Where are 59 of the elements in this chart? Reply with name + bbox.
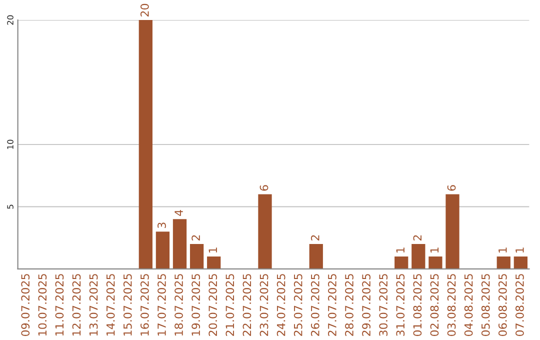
data-label: 3: [158, 222, 166, 228]
bar: [190, 244, 204, 269]
x-tick-label: 18.07.2025: [174, 274, 183, 336]
x-tick-label: 24.07.2025: [276, 274, 286, 336]
y-tick-label: 10: [7, 140, 14, 149]
x-tick-label: 09.07.2025: [21, 274, 30, 336]
x-tick-label: 29.07.2025: [362, 274, 370, 336]
data-label: 1: [516, 248, 524, 252]
bar: [428, 256, 442, 269]
bar: [394, 256, 408, 269]
bar: [258, 194, 272, 269]
bar: [496, 256, 510, 269]
x-tick-label: 25.07.2025: [294, 274, 302, 336]
data-label: 1: [430, 248, 439, 252]
x-tick-label: 03.08.2025: [447, 274, 456, 336]
data-label: 1: [396, 248, 404, 252]
x-tick-label: 20.07.2025: [208, 274, 218, 336]
bar: [207, 256, 221, 269]
x-tick-label: 16.07.2025: [140, 274, 149, 336]
x-tick-label: 27.07.2025: [328, 274, 336, 336]
x-tick-label: 22.07.2025: [242, 274, 252, 336]
data-label: 2: [310, 235, 320, 240]
x-tick-label: 07.08.2025: [515, 274, 524, 336]
x-tick-label: 06.08.2025: [498, 274, 507, 336]
x-tick-label: 26.07.2025: [310, 274, 320, 336]
bar: [412, 244, 426, 269]
x-tick-label: 19.07.2025: [192, 274, 200, 336]
y-tick-label: 20: [7, 15, 14, 25]
x-tick-label: 28.07.2025: [345, 274, 354, 336]
x-tick-label: 10.07.2025: [38, 274, 47, 336]
x-tick-label: 11.07.2025: [55, 274, 64, 336]
data-label: 4: [174, 210, 183, 216]
x-tick-label: 31.07.2025: [396, 274, 405, 336]
x-tick-label: 15.07.2025: [123, 274, 132, 336]
x-tick-label: 23.07.2025: [260, 274, 268, 336]
x-tick-label: 05.08.2025: [481, 274, 490, 336]
data-label: 6: [260, 185, 268, 191]
x-tick-label: 21.07.2025: [226, 274, 234, 336]
bar: [514, 256, 528, 269]
data-label: 2: [413, 235, 422, 240]
bar: [156, 232, 170, 269]
data-label: 20: [140, 4, 149, 16]
x-tick-label: 01.08.2025: [413, 274, 422, 336]
data-label: 1: [208, 248, 217, 252]
x-tick-label: 17.07.2025: [158, 274, 166, 336]
bar: [309, 244, 323, 269]
data-label: 1: [498, 248, 507, 252]
data-label: 2: [192, 235, 200, 240]
bar: [172, 219, 187, 269]
x-tick-label: 13.07.2025: [89, 274, 98, 336]
bar: [138, 20, 152, 269]
y-tick-label: 5: [7, 204, 14, 209]
bar: [446, 194, 460, 269]
x-tick-label: 14.07.2025: [106, 274, 115, 336]
x-tick-label: 30.07.2025: [379, 274, 388, 336]
x-tick-label: 02.08.2025: [430, 274, 439, 336]
x-tick-label: 12.07.2025: [72, 274, 81, 336]
x-tick-label: 04.08.2025: [464, 274, 473, 336]
data-label: 6: [447, 185, 456, 191]
